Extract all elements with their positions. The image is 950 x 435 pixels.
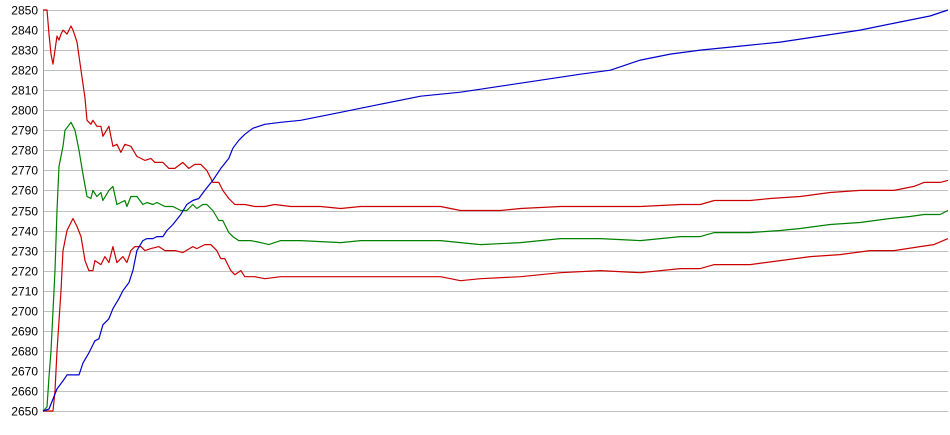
y-tick-label: 2770	[11, 164, 38, 178]
series-line-3	[42, 9, 949, 412]
series-line-1	[42, 121, 949, 412]
series-line-2	[43, 217, 949, 412]
y-tick-label: 2670	[11, 365, 38, 379]
series-lines	[42, 9, 949, 412]
y-tick-label: 2790	[11, 124, 38, 138]
y-tick-label: 2680	[11, 345, 38, 359]
y-tick-label: 2740	[11, 225, 38, 239]
y-axis-ticks: 2650 2660 2670 2680 2690 2700 2710 2720 2730 2740…	[11, 4, 38, 419]
y-tick-label: 2810	[11, 84, 38, 98]
y-tick-label: 2840	[11, 24, 38, 38]
y-tick-label: 2720	[11, 265, 38, 279]
series-line-0	[43, 9, 949, 212]
y-tick-label: 2850	[11, 4, 38, 18]
y-tick-label: 2710	[11, 285, 38, 299]
y-tick-label: 2820	[11, 64, 38, 78]
y-tick-label: 2800	[11, 104, 38, 118]
y-tick-label: 2660	[11, 385, 38, 399]
y-tick-label: 2690	[11, 325, 38, 339]
y-tick-label: 2760	[11, 184, 38, 198]
y-tick-label: 2730	[11, 245, 38, 259]
y-tick-label: 2650	[11, 405, 38, 419]
y-tick-label: 2780	[11, 144, 38, 158]
gridlines	[43, 10, 948, 412]
y-tick-label: 2700	[11, 305, 38, 319]
y-tick-label: 2830	[11, 44, 38, 58]
y-tick-label: 2750	[11, 205, 38, 219]
